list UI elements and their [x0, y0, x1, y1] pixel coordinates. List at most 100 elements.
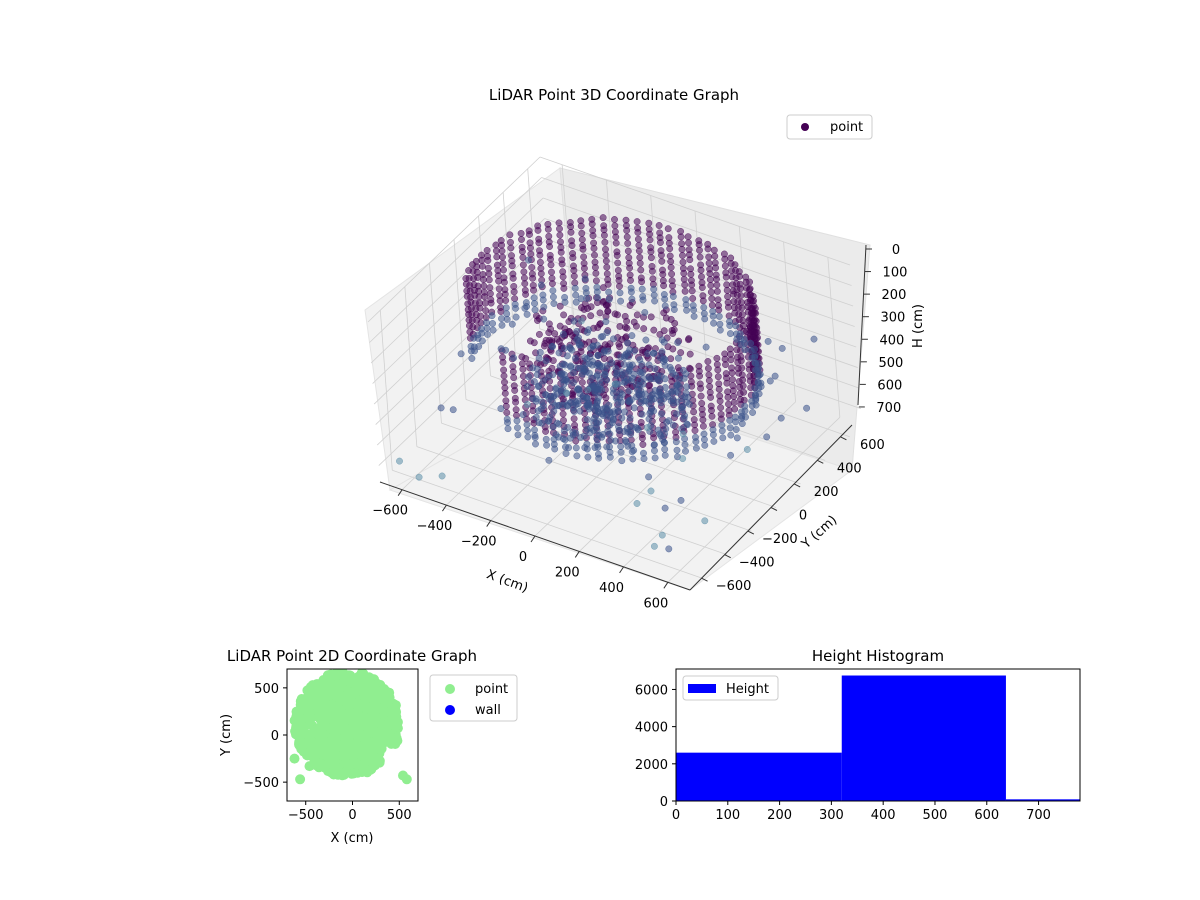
y-tick-label-3d: 0 [799, 509, 807, 524]
data-point-3d [683, 383, 691, 391]
data-point-3d [650, 542, 658, 550]
data-point-3d [633, 386, 641, 394]
data-point-3d [525, 256, 532, 264]
x-tick-label-3d: 200 [555, 565, 580, 580]
histogram-x-tick-label: 300 [819, 808, 844, 823]
data-point-3d [754, 379, 762, 387]
data-point-2d [305, 747, 316, 758]
data-point-3d [638, 278, 646, 286]
data-point-3d [657, 372, 665, 380]
data-point-3d [601, 347, 608, 355]
x-tick-label-3d: 0 [519, 550, 527, 565]
data-point-2d [315, 739, 326, 750]
data-point-2d [331, 763, 342, 774]
data-point-3d [510, 374, 518, 382]
data-point-3d [544, 417, 552, 425]
grid-line-floor-x [623, 401, 796, 568]
data-point-3d [540, 377, 547, 385]
data-point-2d [306, 736, 317, 747]
data-point-3d [628, 332, 636, 340]
data-point-3d [512, 398, 520, 406]
data-point-3d [583, 294, 591, 302]
data-point-3d [572, 298, 580, 306]
data-point-3d [726, 424, 734, 432]
data-point-3d [479, 276, 487, 284]
data-point-3d [510, 354, 518, 362]
data-point-3d [602, 257, 610, 265]
data-point-3d [540, 303, 548, 311]
data-point-3d [528, 264, 536, 271]
data-point-3d [518, 236, 525, 243]
data-point-3d [532, 413, 540, 421]
data-point-2d [371, 687, 382, 698]
data-point-3d [674, 339, 682, 346]
data-point-3d [690, 408, 698, 416]
data-point-3d [555, 349, 563, 357]
data-point-3d [530, 286, 537, 294]
data-point-3d [506, 231, 514, 239]
data-point-3d [746, 333, 754, 341]
data-point-3d [677, 496, 685, 504]
data-point-3d [438, 472, 446, 480]
data-point-3d [664, 343, 672, 351]
y-tick-mark-3d [770, 507, 778, 511]
data-point-3d [661, 302, 669, 310]
data-point-2d [337, 750, 348, 761]
data-point-3d [615, 407, 623, 415]
data-point-3d [609, 419, 616, 427]
data-point-3d [752, 359, 760, 367]
x-axis-label-2d: X (cm) [331, 831, 374, 846]
data-point-3d [698, 284, 706, 291]
grid-line-left-z [367, 156, 541, 323]
data-point-3d [571, 284, 579, 292]
data-point-3d [615, 427, 623, 434]
data-point-3d [636, 368, 644, 375]
data-point-3d [565, 327, 573, 335]
data-point-3d [498, 315, 505, 323]
data-point-3d [524, 433, 532, 441]
y-axis-label-2d: Y (cm) [219, 714, 234, 757]
data-point-3d [721, 262, 729, 270]
data-point-3d [665, 417, 673, 425]
data-point-3d [617, 297, 625, 305]
data-point-3d [626, 363, 634, 371]
data-point-3d [650, 434, 658, 442]
grid-line-left-z [373, 238, 547, 405]
data-point-3d [555, 433, 562, 441]
data-point-3d [558, 370, 566, 378]
data-point-3d [710, 437, 718, 445]
data-point-3d [673, 410, 681, 418]
data-point-3d [525, 373, 533, 381]
data-point-3d [601, 238, 609, 246]
data-point-2d [295, 774, 306, 785]
data-point-3d [686, 256, 694, 264]
data-point-3d [556, 225, 563, 233]
data-point-3d [636, 377, 644, 385]
data-point-3d [540, 315, 548, 323]
data-point-3d [745, 321, 753, 329]
grid-line-left-y [379, 310, 393, 471]
histogram-bar [676, 752, 842, 801]
data-point-3d [664, 225, 672, 233]
data-point-3d [608, 359, 616, 367]
data-point-3d [616, 322, 624, 330]
data-point-3d [810, 335, 818, 343]
data-point-3d [571, 354, 579, 362]
data-point-3d [502, 304, 510, 312]
data-point-3d [544, 225, 552, 233]
data-point-3d [478, 329, 486, 337]
data-point-3d [714, 296, 722, 304]
data-point-3d [497, 308, 505, 315]
histogram-x-tick-label: 0 [672, 808, 680, 823]
data-point-3d [717, 415, 725, 423]
data-point-3d [731, 405, 739, 413]
data-point-3d [542, 357, 550, 365]
histogram-bar [841, 675, 1006, 801]
data-point-3d [578, 229, 586, 237]
data-point-2d [292, 729, 303, 740]
data-point-3d [664, 393, 672, 401]
data-point-3d [740, 388, 748, 396]
data-point-3d [724, 293, 732, 301]
data-point-3d [648, 396, 656, 404]
x-tick-mark-3d [619, 566, 624, 574]
